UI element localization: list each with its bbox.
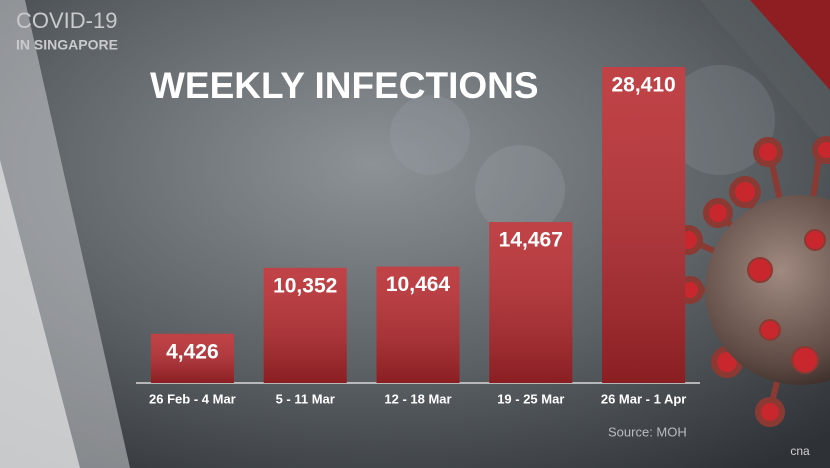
- x-tick-label: 26 Mar - 1 Apr: [601, 391, 687, 406]
- bar-shade: [263, 267, 347, 383]
- chart-title: WEEKLY INFECTIONS: [150, 65, 539, 106]
- value-label: 10,352: [273, 274, 337, 297]
- value-label: 10,464: [386, 273, 451, 296]
- brand-line1: COVID-19: [16, 8, 117, 33]
- value-label: 14,467: [499, 229, 563, 252]
- brand-line2: IN SINGAPORE: [16, 37, 118, 53]
- bar-shade: [489, 222, 573, 383]
- decor-stripe: [0, 160, 80, 468]
- source-note: Source: MOH: [608, 424, 687, 439]
- value-label: 28,410: [611, 74, 675, 97]
- decor-blur: [475, 145, 565, 235]
- x-tick-label: 12 - 18 Mar: [384, 391, 451, 406]
- value-label: 4,426: [166, 340, 219, 363]
- decor-blur: [665, 65, 775, 175]
- decor-blur: [390, 95, 470, 175]
- virus-illustration: [673, 136, 830, 427]
- decor-corner: [700, 0, 830, 150]
- x-tick-label: 5 - 11 Mar: [276, 391, 335, 406]
- x-tick-label: 26 Feb - 4 Mar: [149, 391, 236, 406]
- logo: cna: [790, 444, 810, 458]
- bar-shade: [376, 266, 460, 383]
- x-tick-label: 19 - 25 Mar: [497, 391, 564, 406]
- bar-shade: [150, 333, 234, 383]
- bar-shade: [602, 67, 686, 383]
